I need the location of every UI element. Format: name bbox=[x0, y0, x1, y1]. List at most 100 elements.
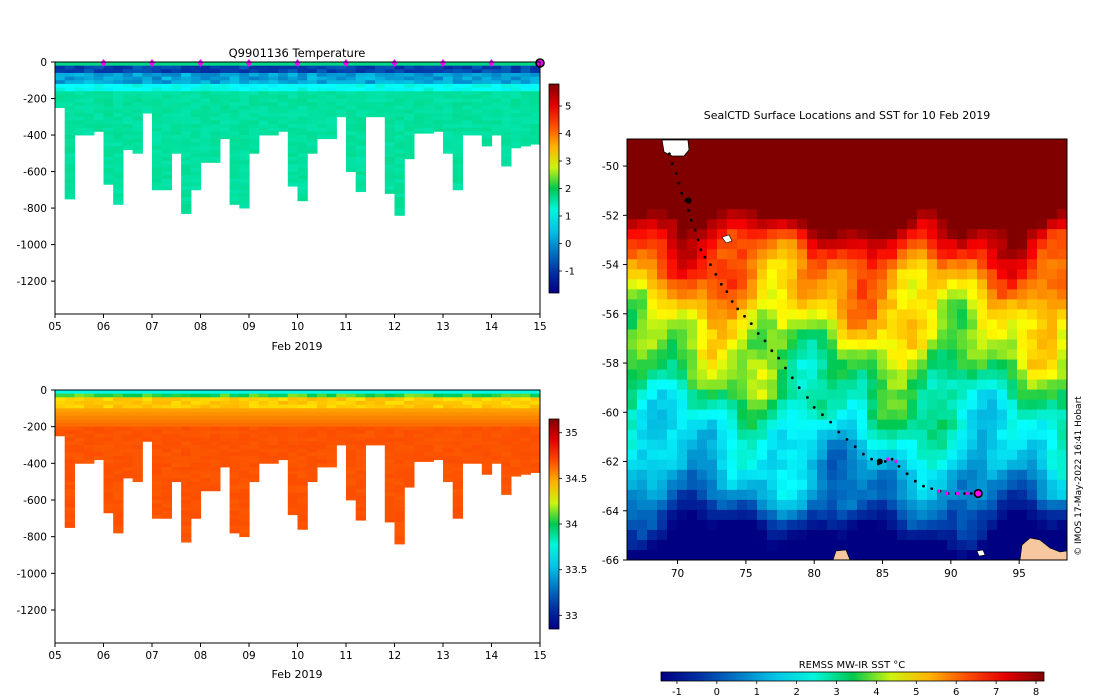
profile-cell bbox=[287, 138, 299, 143]
profile-cell bbox=[394, 533, 405, 538]
sst-cell bbox=[937, 489, 948, 501]
profile-cell bbox=[103, 393, 114, 398]
profile-cell bbox=[200, 138, 211, 143]
sst-cell bbox=[807, 399, 818, 411]
profile-cell bbox=[229, 65, 240, 70]
profile-cell bbox=[307, 76, 318, 81]
sst-cell bbox=[917, 359, 928, 371]
profile-cell bbox=[394, 474, 405, 479]
profile-cell bbox=[384, 149, 396, 154]
sst-cell bbox=[797, 389, 808, 401]
profile-cell bbox=[268, 124, 279, 129]
profile-cell bbox=[375, 87, 386, 92]
profile-cell bbox=[132, 412, 143, 417]
sst-cell bbox=[777, 459, 788, 471]
profile-cell bbox=[452, 91, 463, 96]
sst-cell bbox=[917, 329, 928, 341]
profile-cell bbox=[491, 441, 502, 446]
profile-cell bbox=[384, 102, 396, 107]
profile-cell bbox=[384, 98, 396, 103]
profile-cell bbox=[103, 448, 114, 453]
sst-cell bbox=[857, 459, 868, 471]
profile-cell bbox=[190, 423, 202, 428]
sst-cell bbox=[707, 229, 718, 240]
sst-cell bbox=[857, 419, 868, 431]
profile-cell bbox=[491, 109, 502, 114]
sst-cell bbox=[747, 159, 758, 170]
profile-cell bbox=[530, 393, 540, 398]
sst-cell bbox=[767, 199, 778, 210]
profile-cell bbox=[326, 76, 337, 81]
profile-cell bbox=[103, 489, 114, 494]
sst-cell bbox=[787, 319, 798, 331]
sst-cell bbox=[837, 199, 848, 210]
sst-cell bbox=[1037, 329, 1048, 341]
profile-cell bbox=[229, 529, 240, 534]
sst-cell bbox=[1057, 339, 1067, 351]
profile-cell bbox=[152, 426, 163, 431]
profile-cell bbox=[462, 401, 473, 406]
sst-cell bbox=[987, 519, 998, 531]
profile-cell bbox=[278, 426, 289, 431]
profile-cell bbox=[394, 426, 405, 431]
profile-cell bbox=[443, 76, 454, 81]
profile-cell bbox=[452, 485, 463, 490]
sst-cell bbox=[677, 159, 688, 170]
sst-cell bbox=[777, 439, 788, 451]
sst-cell bbox=[817, 529, 828, 541]
profile-cell bbox=[229, 485, 240, 490]
sst-cell bbox=[967, 459, 978, 471]
sst-cell bbox=[747, 239, 758, 250]
profile-cell bbox=[297, 69, 308, 74]
profile-cell bbox=[161, 171, 172, 176]
sst-cell bbox=[957, 539, 968, 551]
profile-cell bbox=[297, 437, 308, 442]
sst-cell bbox=[1047, 179, 1058, 190]
profile-cell bbox=[171, 105, 182, 110]
profile-cell bbox=[219, 430, 231, 435]
sst-cell bbox=[817, 179, 828, 190]
profile-cell bbox=[210, 102, 221, 107]
profile-cell bbox=[239, 467, 250, 472]
profile-cell bbox=[84, 98, 95, 103]
profile-cell bbox=[287, 397, 299, 402]
profile-cell bbox=[452, 105, 463, 110]
sst-cell bbox=[967, 489, 978, 501]
profile-cell bbox=[384, 146, 396, 151]
profile-cell bbox=[413, 419, 425, 424]
sst-cell bbox=[737, 349, 748, 361]
profile-cell bbox=[384, 65, 396, 70]
sst-cell bbox=[837, 509, 848, 521]
profile-cell bbox=[346, 149, 357, 154]
profile-cell bbox=[307, 69, 318, 74]
sst-cell bbox=[1027, 489, 1038, 501]
sst-cell bbox=[757, 259, 768, 270]
sst-cell bbox=[627, 399, 638, 411]
sst-cell bbox=[977, 139, 988, 150]
sst-cell bbox=[837, 379, 848, 391]
sst-cell bbox=[827, 509, 838, 521]
profile-cell bbox=[181, 419, 192, 424]
sst-cell bbox=[667, 419, 678, 431]
sst-cell bbox=[947, 329, 958, 341]
profile-cell bbox=[181, 102, 192, 107]
profile-cell bbox=[64, 452, 75, 457]
sst-cell bbox=[757, 269, 768, 280]
profile-cell bbox=[355, 102, 366, 107]
profile-cell bbox=[152, 500, 163, 505]
profile-cell bbox=[472, 76, 483, 81]
profile-cell bbox=[510, 131, 522, 136]
profile-cell bbox=[384, 478, 396, 483]
sst-cell bbox=[627, 369, 638, 381]
track-point bbox=[699, 248, 703, 252]
profile-cell bbox=[443, 441, 454, 446]
sst-cell bbox=[957, 249, 968, 260]
profile-cell bbox=[161, 437, 172, 442]
colorbar-tick-label: 4 bbox=[565, 129, 571, 140]
profile-cell bbox=[268, 113, 279, 118]
profile-cell bbox=[103, 113, 114, 118]
track-point bbox=[784, 366, 787, 370]
map-credit: © IMOS 17-May-2022 16:41 Hobart bbox=[1074, 396, 1084, 556]
profile-cell bbox=[142, 87, 153, 92]
profile-cell bbox=[287, 408, 299, 413]
